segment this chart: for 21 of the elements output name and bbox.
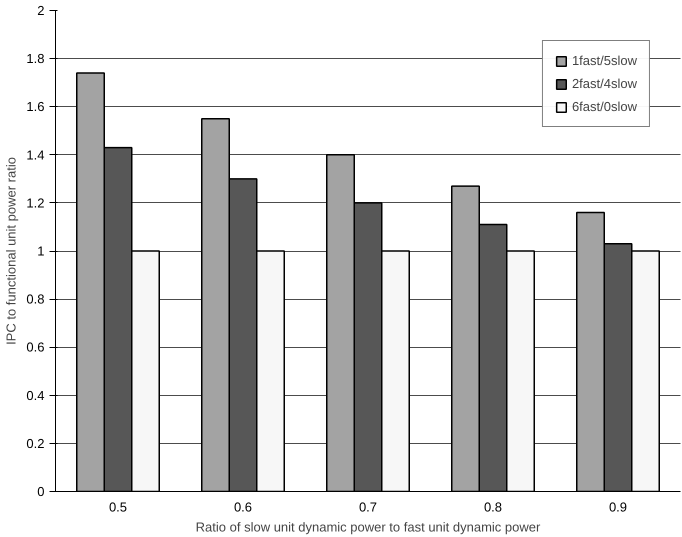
- y-tick-label: 0.2: [26, 436, 45, 451]
- legend-label: 6fast/0slow: [572, 99, 637, 114]
- x-tick-label: 0.8: [484, 500, 502, 514]
- y-tick-label: 0.8: [26, 292, 45, 307]
- y-tick-label: 0: [37, 484, 45, 499]
- y-tick-label: 0.4: [26, 388, 45, 403]
- y-axis-title: IPC to functional unit power ratio: [3, 157, 18, 345]
- y-tick-label: 1.8: [26, 51, 45, 66]
- x-axis-title: Ratio of slow unit dynamic power to fast unit dynamic power: [196, 520, 541, 534]
- x-tick-label: 0.9: [608, 500, 628, 514]
- legend-label: 2fast/4slow: [572, 76, 637, 91]
- legend-label: 1fast/5slow: [572, 53, 637, 68]
- y-tick-label: 1.2: [26, 195, 45, 210]
- x-tick-label: 0.5: [108, 500, 128, 514]
- y-tick-label: 0.6: [26, 340, 45, 355]
- y-tick-label: 1.4: [26, 147, 45, 162]
- x-tick-label: 0.7: [358, 500, 378, 514]
- x-tick-label: 0.6: [234, 500, 252, 514]
- y-tick-label: 2: [37, 3, 45, 18]
- y-tick-label: 1: [37, 244, 45, 258]
- y-tick-label: 1.6: [26, 99, 45, 114]
